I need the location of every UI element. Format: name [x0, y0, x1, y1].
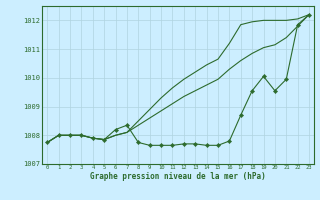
X-axis label: Graphe pression niveau de la mer (hPa): Graphe pression niveau de la mer (hPa)	[90, 172, 266, 181]
